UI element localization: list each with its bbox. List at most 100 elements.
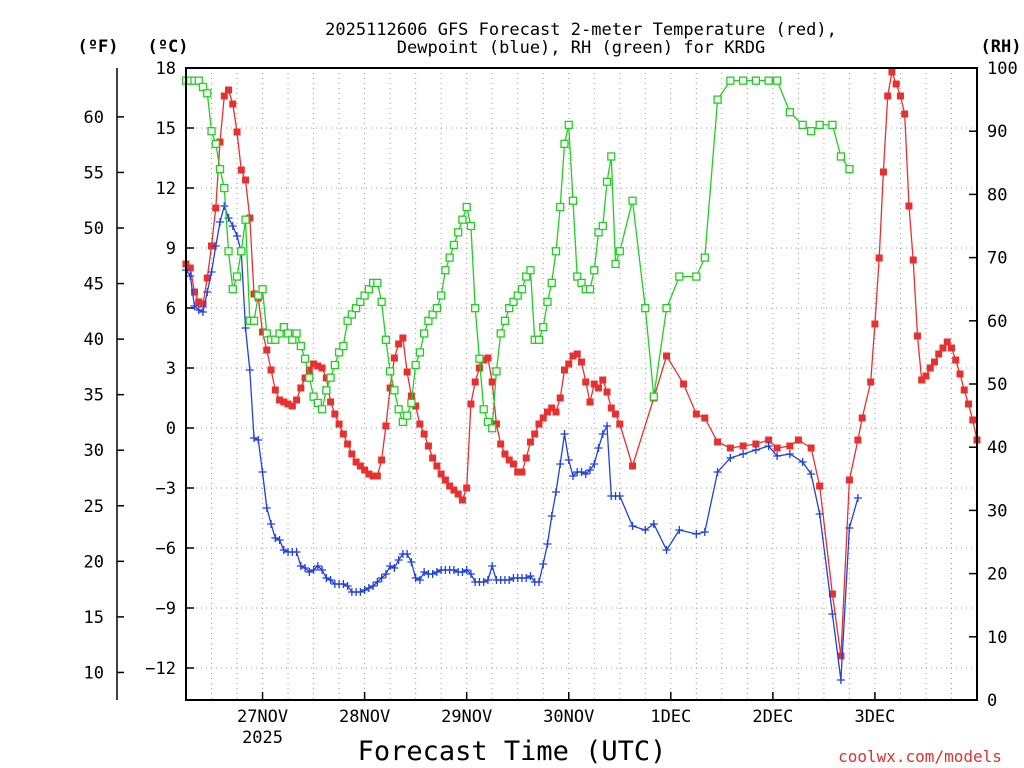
temperature-point <box>663 352 671 360</box>
temperature-point <box>297 384 305 392</box>
temperature-point <box>888 68 896 76</box>
celsius-tick-label: 12 <box>156 179 176 199</box>
rh-point <box>462 202 471 212</box>
rh-point <box>203 89 212 98</box>
temperature-point <box>884 92 892 100</box>
temperature-point <box>454 490 462 498</box>
celsius-tick-label: 15 <box>156 119 176 139</box>
temperature-point <box>505 456 513 464</box>
temperature-point <box>318 364 326 372</box>
temperature-point <box>463 484 471 492</box>
dewpoint-point <box>381 570 390 578</box>
rh-point <box>513 291 522 300</box>
rh-point <box>381 335 391 344</box>
temperature-point <box>952 356 960 364</box>
temperature-point <box>403 368 411 376</box>
fahrenheit-axis-unit: (ºF) <box>78 37 119 57</box>
rh-point <box>641 304 650 313</box>
temperature-point <box>186 264 194 272</box>
temperature-point <box>373 472 381 480</box>
chart-title-line1: 2025112606 GFS Forecast 2-meter Temperat… <box>325 20 837 40</box>
rh-point <box>258 285 267 294</box>
rh-point <box>505 304 514 313</box>
temperature-point <box>943 338 951 346</box>
temperature-point <box>514 468 522 476</box>
temperature-point <box>794 436 802 444</box>
rh-point <box>573 272 582 281</box>
temperature-point <box>590 380 598 388</box>
rh-point <box>360 291 369 300</box>
dewpoint-point <box>373 578 382 586</box>
dewpoint-point <box>785 450 794 458</box>
dewpoint-point <box>245 366 254 374</box>
temperature-point <box>433 462 441 470</box>
celsius-tick-label: −3 <box>156 479 176 499</box>
temperature-point <box>310 360 318 368</box>
dewpoint-point <box>309 566 318 574</box>
rh-point <box>415 348 425 357</box>
temperature-point <box>263 346 271 354</box>
temperature-point <box>259 328 267 336</box>
temperature-point <box>854 436 862 444</box>
dewpoint-point <box>675 526 684 534</box>
dewpoint-point <box>369 582 378 590</box>
rh-tick-label: 20 <box>987 565 1007 585</box>
x-tick-label: 28NOV <box>339 707 390 727</box>
rh-point <box>437 291 446 300</box>
rh-tick-label: 90 <box>987 122 1007 142</box>
temperature-point <box>837 652 845 660</box>
data-series <box>181 68 981 684</box>
dewpoint-point <box>364 584 373 592</box>
temperature-point <box>208 242 216 250</box>
dewpoint-point <box>267 520 276 528</box>
series-rh <box>181 76 854 433</box>
rh-point <box>522 272 531 281</box>
rh-point <box>275 329 284 338</box>
rh-point <box>288 335 297 344</box>
rh-tick-label: 0 <box>987 691 997 711</box>
rh-point <box>488 424 497 433</box>
dewpoint-point <box>641 526 650 534</box>
temperature-point <box>407 392 415 400</box>
temperature-point <box>441 476 449 484</box>
fahrenheit-tick-label: 30 <box>84 441 104 461</box>
rh-tick-label: 10 <box>987 628 1007 648</box>
dewpoint-point <box>603 422 612 430</box>
celsius-tick-label: 6 <box>166 299 176 319</box>
x-tick-label: 3DEC <box>854 707 895 727</box>
temperature-point <box>939 344 947 352</box>
dewpoint-point <box>522 574 531 582</box>
rh-point <box>283 329 293 338</box>
dewpoint-point <box>466 570 475 578</box>
temperature-point <box>905 202 913 210</box>
rh-tick-label: 50 <box>987 375 1007 395</box>
temperature-point <box>327 398 335 406</box>
dewpoint-point <box>539 560 548 568</box>
temperature-point <box>896 92 904 100</box>
rh-point <box>628 196 637 205</box>
rh-point <box>564 120 573 130</box>
temperature-point <box>969 416 977 424</box>
x-tick-label: 29NOV <box>441 707 492 727</box>
temperature-point <box>892 80 900 88</box>
temperature-point <box>909 256 917 264</box>
temperature-point <box>607 404 615 412</box>
fahrenheit-tick-label: 50 <box>84 219 104 239</box>
dewpoint-point <box>301 564 310 572</box>
temperature-point <box>573 350 581 358</box>
rh-point <box>526 266 535 275</box>
temperature-point <box>475 364 483 372</box>
x-tick-label: 1DEC <box>650 707 691 727</box>
dewpoint-point <box>394 556 403 564</box>
temperature-point <box>692 410 700 418</box>
rh-point <box>198 82 208 92</box>
temperature-point <box>714 438 722 446</box>
dewpoint-point <box>203 288 212 296</box>
temperature-point <box>416 420 424 428</box>
temperature-point <box>629 462 637 470</box>
temperature-point <box>560 366 568 374</box>
dewpoint-point <box>194 306 203 314</box>
rh-point <box>394 405 403 414</box>
temperature-point <box>488 378 496 386</box>
dewpoint-point <box>250 434 259 442</box>
